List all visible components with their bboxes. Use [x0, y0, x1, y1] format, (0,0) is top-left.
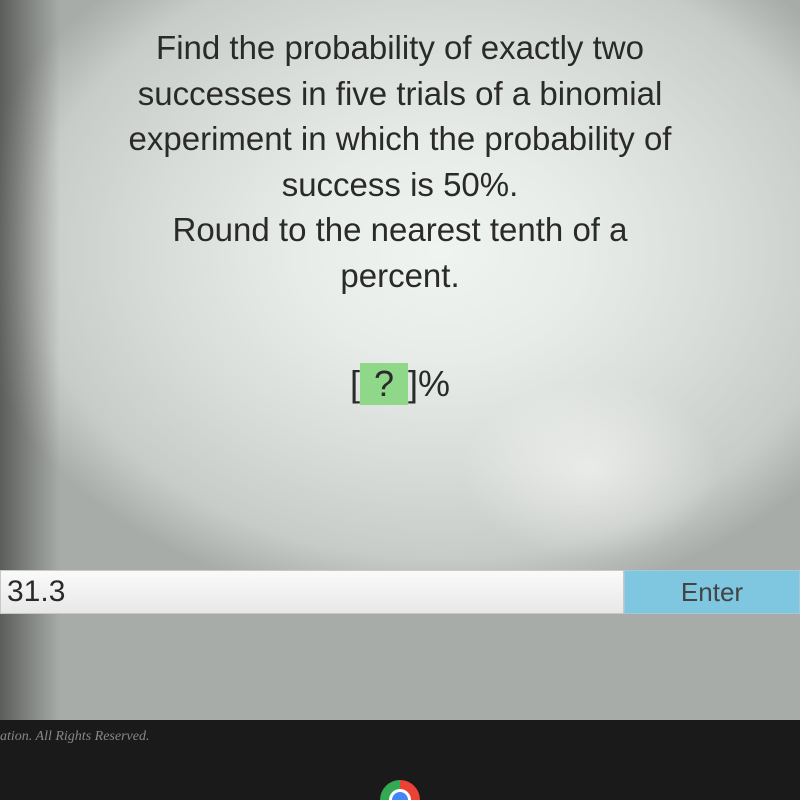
screen-glare — [460, 380, 720, 560]
answer-input[interactable] — [0, 570, 624, 614]
question-line-4: success is 50%. — [40, 162, 760, 208]
question-line-2: successes in five trials of a binomial — [40, 71, 760, 117]
question-line-5: Round to the nearest tenth of a — [40, 207, 760, 253]
enter-button[interactable]: Enter — [624, 570, 800, 614]
chrome-icon[interactable] — [380, 780, 420, 800]
content-area: Find the probability of exactly two succ… — [0, 0, 800, 720]
bracket-right: ] — [408, 363, 418, 404]
answer-blank: ? — [360, 363, 408, 405]
input-row: Enter — [0, 570, 800, 614]
question-line-6: percent. — [40, 253, 760, 299]
question-text: Find the probability of exactly two succ… — [0, 25, 800, 298]
question-line-1: Find the probability of exactly two — [40, 25, 760, 71]
answer-placeholder: [?]% — [0, 363, 800, 405]
taskbar: ation. All Rights Reserved. — [0, 720, 800, 800]
copyright-text: ation. All Rights Reserved. — [0, 729, 149, 745]
bracket-left: [ — [350, 363, 360, 404]
screen: Find the probability of exactly two succ… — [0, 0, 800, 800]
question-line-3: experiment in which the probability of — [40, 116, 760, 162]
unit-percent: % — [418, 363, 450, 404]
